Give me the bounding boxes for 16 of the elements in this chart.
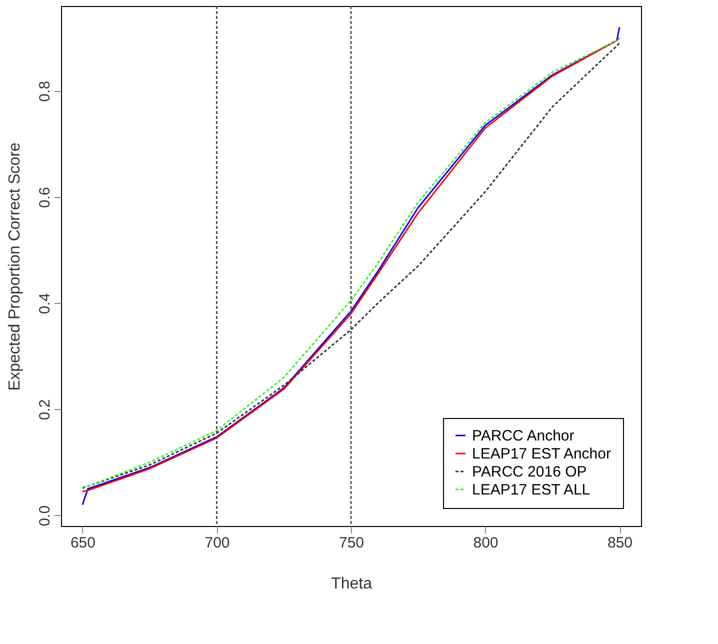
- y-tick-label: 0.6: [36, 187, 54, 208]
- legend-label: LEAP17 EST Anchor: [472, 446, 611, 462]
- y-tick-label: 0.0: [36, 505, 54, 526]
- legend-label: PARCC Anchor: [472, 428, 574, 444]
- legend-label: PARCC 2016 OP: [472, 464, 587, 480]
- y-tick-label: 0.8: [36, 80, 54, 102]
- x-tick-label: 700: [204, 534, 230, 552]
- legend-label: LEAP17 EST ALL: [472, 482, 590, 498]
- y-tick-label: 0.2: [36, 399, 54, 420]
- y-axis-title: Expected Proportion Correct Score: [6, 142, 24, 391]
- y-tick-label: 0.4: [36, 293, 54, 314]
- x-tick-label: 650: [70, 534, 96, 552]
- x-tick-label: 850: [608, 534, 633, 552]
- x-axis-title: Theta: [331, 576, 372, 592]
- x-tick-label: 750: [338, 534, 364, 552]
- x-tick-label: 800: [473, 534, 498, 552]
